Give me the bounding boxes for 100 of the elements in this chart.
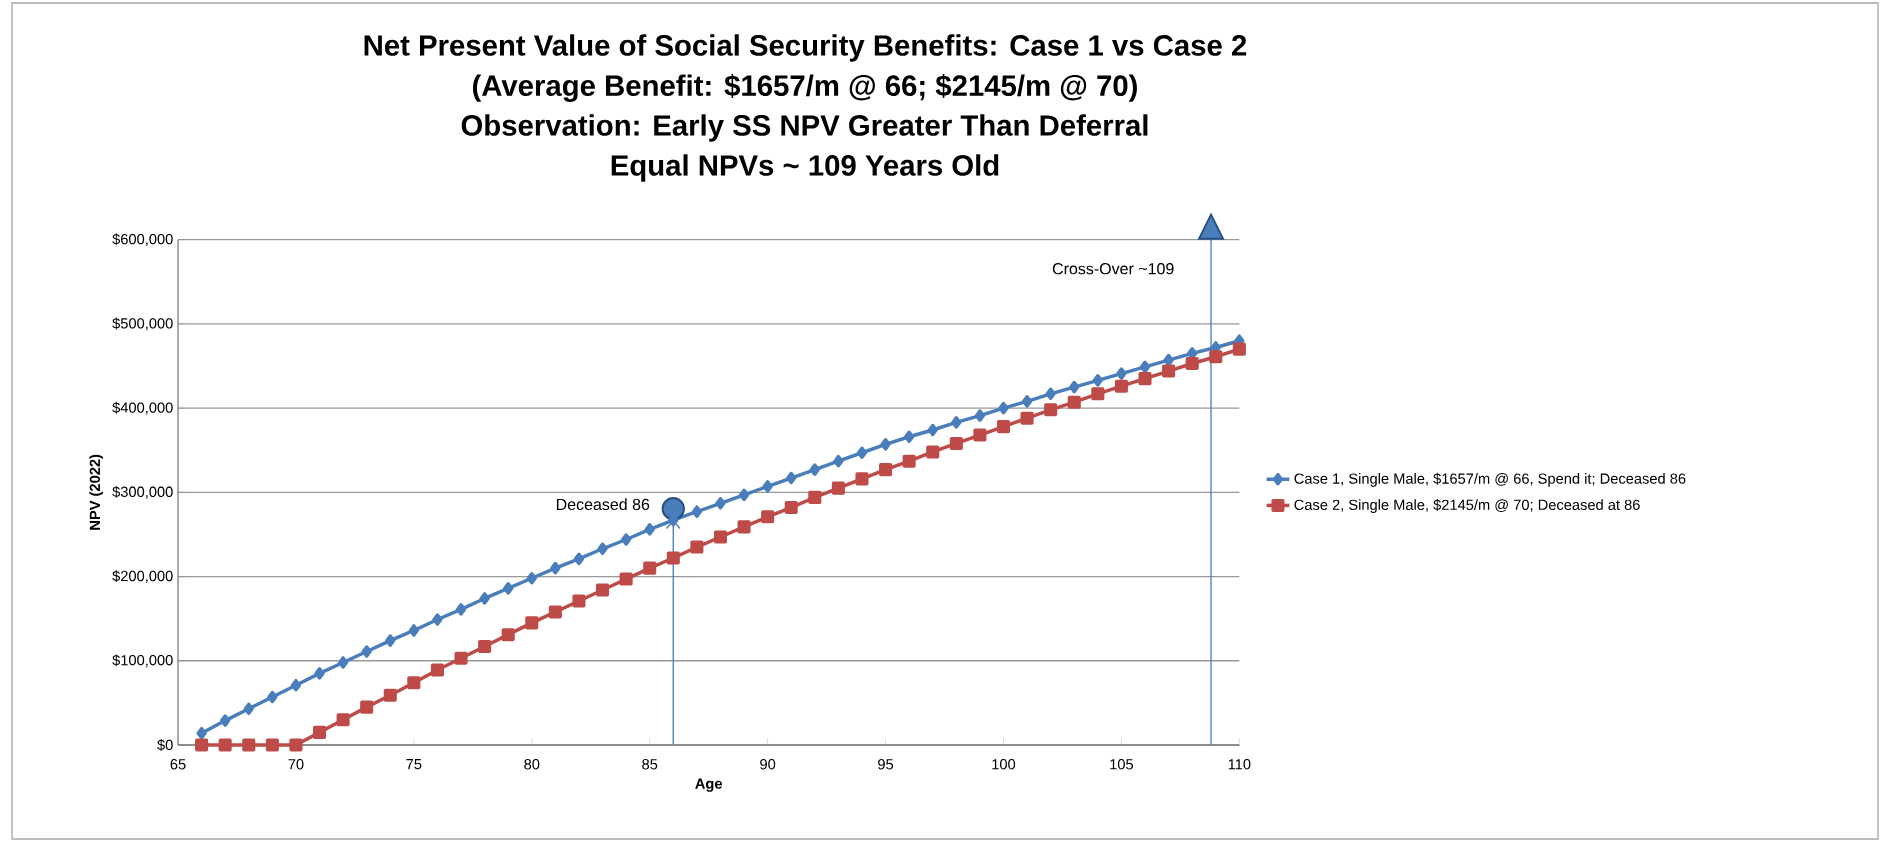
- point: [974, 409, 986, 422]
- annotation: Deceased 86: [556, 498, 650, 511]
- point: [360, 700, 374, 714]
- point: [690, 540, 704, 554]
- point: [666, 551, 680, 565]
- point: [855, 472, 869, 486]
- x-tick-label: 110: [1228, 759, 1251, 770]
- point: [738, 488, 750, 502]
- point: [761, 510, 775, 524]
- text: Observation: Early SS NPV Greater Than Deferral: [461, 114, 1148, 142]
- point: [265, 738, 279, 752]
- point: [548, 605, 562, 619]
- point: [597, 542, 608, 556]
- y-tick-label: $300,000: [112, 485, 173, 499]
- point: [243, 702, 254, 716]
- point: [242, 738, 256, 752]
- point: [786, 471, 797, 485]
- x-tick-label: 75: [406, 759, 422, 770]
- y-tick-label: $600,000: [112, 233, 173, 247]
- point: [691, 505, 703, 518]
- point: [289, 738, 303, 752]
- x-tick-label: 80: [524, 759, 540, 770]
- point: [455, 603, 467, 616]
- y-axis-title: NPV (2022): [89, 454, 103, 530]
- point: [408, 624, 419, 637]
- x-tick-label: 85: [642, 759, 658, 770]
- x-tick-label: 100: [992, 759, 1016, 770]
- point: [1044, 403, 1058, 417]
- point: [572, 594, 586, 608]
- point: [267, 690, 278, 704]
- point: [526, 571, 537, 585]
- point: [596, 583, 610, 597]
- point: [880, 438, 891, 451]
- point: [314, 667, 325, 680]
- point: [619, 572, 633, 586]
- point: [1069, 380, 1080, 394]
- point: [337, 656, 349, 669]
- point: [501, 628, 515, 642]
- point: [949, 436, 963, 451]
- point: [926, 445, 940, 459]
- point: [996, 420, 1011, 434]
- point: [1139, 360, 1151, 374]
- point: [808, 490, 822, 504]
- point: [430, 663, 444, 677]
- point: [902, 454, 916, 468]
- point: [196, 726, 207, 740]
- point: [503, 582, 514, 595]
- point: [1163, 353, 1174, 367]
- point: [644, 523, 655, 536]
- point: [385, 634, 396, 647]
- y-tick-label: $500,000: [112, 317, 173, 331]
- point: [1116, 367, 1127, 380]
- point: [336, 713, 350, 727]
- point: [715, 497, 726, 510]
- x-axis-title: Age: [695, 778, 723, 792]
- y-tick-label: $100,000: [112, 654, 173, 668]
- point: [383, 688, 397, 702]
- chart-subtitle: (Average Benefit: $1657/m @ 66; $2145/m @ 70): [472, 74, 1137, 102]
- point: [762, 480, 773, 493]
- x-tick-label: 90: [760, 759, 776, 770]
- x-tick-label: 95: [878, 759, 894, 770]
- point: [1092, 374, 1103, 387]
- point: [831, 481, 845, 495]
- x-tick-label: 70: [288, 759, 304, 770]
- x-tick-label: 65: [170, 759, 186, 770]
- legend-label: Case 1, Single Male, $1657/m @ 66, Spend it; Deceased 86: [1294, 472, 1686, 487]
- point: [833, 454, 844, 468]
- ref-line-label: Cross-Over ~109: [1052, 263, 1174, 275]
- point: [312, 725, 327, 739]
- point: [1091, 387, 1105, 401]
- point: [620, 533, 632, 546]
- point: [454, 651, 468, 665]
- point: [1020, 411, 1034, 425]
- point: [1021, 395, 1033, 408]
- point: [407, 676, 421, 690]
- point: [1045, 387, 1056, 401]
- point: [195, 738, 209, 752]
- x-tick-label: 105: [1110, 759, 1134, 770]
- point: [904, 430, 915, 444]
- point: [573, 552, 585, 566]
- chart-title: Net Present Value of Social Security Benefits: Case 1 vs Case 2: [364, 34, 1247, 62]
- point: [361, 645, 372, 658]
- point: [856, 446, 868, 460]
- point: [290, 678, 302, 692]
- y-tick-label: $400,000: [112, 401, 173, 415]
- point: [879, 463, 893, 477]
- point: [218, 738, 232, 752]
- point: [220, 714, 231, 727]
- point: [432, 613, 443, 626]
- point: [809, 463, 820, 476]
- point: [1138, 372, 1152, 386]
- point: [784, 500, 798, 515]
- point: [1162, 364, 1176, 378]
- text: Equal NPVs ~ 109 Years Old: [611, 154, 999, 182]
- point: [927, 423, 938, 437]
- point: [973, 428, 987, 442]
- y-tick-label: $0: [157, 739, 173, 751]
- point: [998, 401, 1009, 415]
- point: [713, 530, 727, 544]
- point: [1232, 342, 1246, 356]
